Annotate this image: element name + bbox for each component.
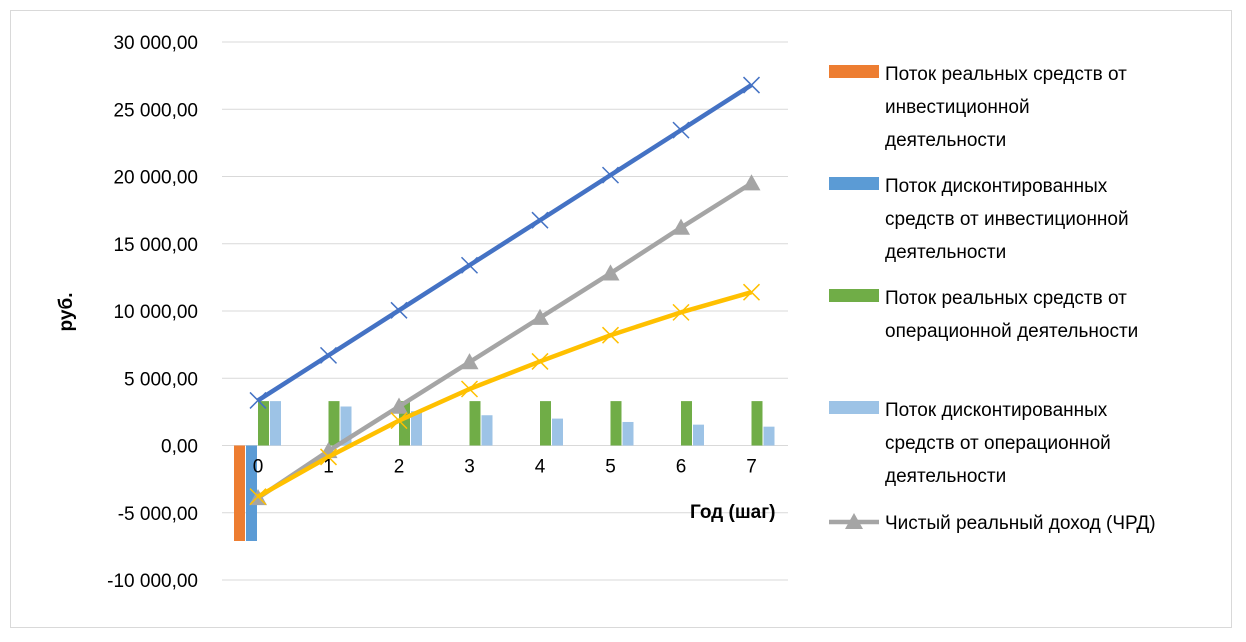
y-tick-label: -10 000,00 [107,571,198,592]
bar [681,401,692,446]
series-lines [249,76,761,506]
y-tick-label: 10 000,00 [113,302,198,323]
point-marker [390,301,408,319]
legend-label: Поток реальных средств от операционной де… [885,288,1138,342]
legend-swatch [829,401,879,414]
x-tick-label: 7 [746,457,757,478]
point-marker [531,211,549,229]
x-tick-label: 0 [253,457,264,478]
y-tick-label: 25 000,00 [113,100,198,121]
point-marker [460,380,479,398]
point-marker [672,121,690,139]
point-marker [601,264,620,281]
bar [270,401,281,446]
point-marker [742,76,761,94]
bar [411,411,422,446]
legend-marker [845,513,863,529]
point-marker [390,397,408,414]
y-tick-labels: -10 000,00 -5 000,00 0,00 5 000,00 10 000,00… [107,33,198,592]
x-tick-label: 4 [535,457,546,478]
bar [552,418,563,446]
bar [693,424,704,446]
bars [234,401,775,541]
bar [481,415,493,446]
legend-swatch [829,289,879,302]
legend-label: Поток дисконтированных средств от операци… [885,400,1111,487]
point-marker [249,391,267,409]
point-marker [460,353,479,370]
bar [622,421,634,446]
point-marker [319,346,338,364]
legend-label: Поток дисконтированных средств от инвести… [885,176,1129,263]
point-marker [531,308,549,325]
point-marker [319,448,338,466]
chart-frame [10,10,1232,628]
bar [469,401,481,446]
point-marker [249,488,267,506]
bar [234,445,245,541]
bar [246,445,257,541]
point-marker [390,412,408,430]
legend: Поток реальных средств от инвестиционной д… [829,64,1156,534]
series-line [256,181,753,500]
bar [328,401,340,446]
bar [751,401,763,446]
legend-label: Поток реальных средств от инвестиционной д… [885,64,1127,151]
point-marker [531,352,549,370]
point-marker [742,283,761,301]
x-tick-labels: 0 1 2 3 4 5 6 7 [253,457,757,478]
bar [610,401,622,446]
y-tick-label: 5 000,00 [124,369,198,390]
bar [763,426,775,446]
point-marker [460,256,479,274]
y-tick-label: -5 000,00 [118,504,198,525]
bar [340,406,352,446]
series-line [256,83,753,403]
x-tick-label: 1 [323,457,334,478]
x-tick-label: 6 [676,457,687,478]
y-tick-label: 20 000,00 [113,168,198,189]
legend-swatch [829,65,879,78]
point-marker [601,166,620,184]
y-tick-label: 15 000,00 [113,235,198,256]
series-line [256,290,753,499]
bar [258,401,269,446]
gridlines [222,41,788,581]
legend-swatch [829,177,879,190]
point-marker [601,326,620,344]
bar [540,401,551,446]
point-marker [742,174,761,191]
point-marker [672,303,690,321]
x-tick-label: 2 [394,457,405,478]
x-tick-label: 3 [464,457,475,478]
y-axis-title: руб. [56,293,77,332]
x-tick-label: 5 [605,457,616,478]
legend-label: Чистый реальный доход (ЧРД) [885,513,1156,534]
y-tick-label: 30 000,00 [113,33,198,54]
y-tick-label: 0,00 [161,437,198,458]
point-marker [672,218,690,235]
bar [399,401,410,446]
x-axis-title: Год (шаг) [690,502,776,523]
